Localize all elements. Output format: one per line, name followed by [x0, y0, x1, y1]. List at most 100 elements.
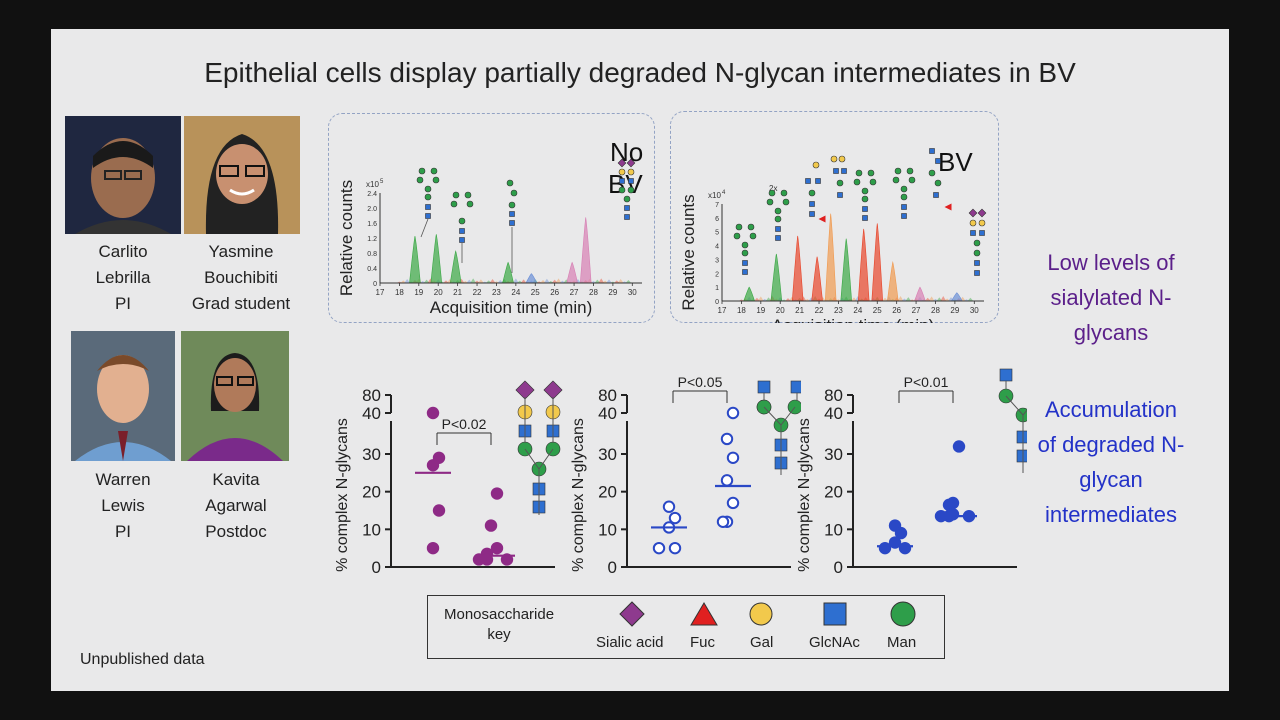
man-icon — [416, 176, 424, 184]
x-tick-label: 23 — [834, 306, 843, 315]
person-first-name: Carlito — [98, 242, 148, 261]
chromatogram-noise — [551, 279, 558, 283]
x-tick-label: 30 — [970, 306, 979, 315]
data-point — [952, 440, 966, 453]
chromatogram-noise — [474, 280, 480, 283]
glycan-bond — [524, 448, 540, 470]
x-tick-label: 24 — [853, 306, 862, 315]
p-value-label: P<0.05 — [678, 374, 723, 390]
x-tick-label: 19 — [756, 306, 765, 315]
x-tick-label: 25 — [531, 288, 540, 297]
chromatogram-noise — [897, 296, 904, 301]
chromatogram-peak — [430, 234, 443, 284]
side-text-line: sialylated N- — [1050, 285, 1172, 310]
gal-icon — [838, 155, 846, 163]
man-icon — [973, 249, 981, 257]
y-tick-label: 3 — [715, 257, 719, 264]
chromatogram-noise — [555, 278, 562, 283]
data-point — [500, 553, 514, 566]
chromatogram-peak — [824, 213, 837, 302]
sialic-acid-icon — [617, 158, 627, 168]
chromatogram-noise — [497, 280, 504, 283]
man-icon — [768, 189, 776, 197]
y-tick-label: 10 — [362, 520, 381, 539]
chromatogram-noise — [547, 280, 554, 283]
x-tick-label: 21 — [453, 288, 462, 297]
gal-icon — [978, 219, 986, 227]
y-exponent-label: x10 — [708, 191, 721, 200]
person-first-name: Kavita — [212, 470, 260, 489]
man-icon — [766, 198, 774, 206]
x-tick-label: 18 — [737, 306, 746, 315]
x-tick-label: 20 — [434, 288, 443, 297]
sialic-acid-icon — [977, 208, 987, 218]
glcnac-icon — [974, 270, 980, 276]
glcnac-icon — [935, 158, 941, 164]
chromatogram-noise — [419, 280, 426, 283]
glcnac-icon — [459, 228, 465, 234]
chromatogram-noise — [520, 279, 527, 283]
glcnac-icon — [509, 220, 515, 226]
chromatogram-nobv: 17 18 19 20 21 22 23 24 25 26 27 28 29 30 0 0.4 0.8 1.2 1.… — [337, 137, 643, 317]
gal-icon — [812, 161, 820, 169]
data-point — [472, 553, 486, 566]
chromatogram-peak — [525, 273, 538, 284]
glcnac-icon — [805, 178, 811, 184]
x-tick-label: 17 — [376, 288, 385, 297]
glcnac-icon — [509, 211, 515, 217]
chromatogram-noise — [466, 279, 473, 283]
man-icon — [458, 217, 466, 225]
man-icon — [900, 185, 908, 193]
key-title-line: Monosaccharide — [444, 606, 555, 623]
man-icon — [466, 200, 474, 208]
side-text-line: glycans — [1073, 320, 1149, 345]
chromatogram-noise — [423, 279, 430, 283]
panel-bv-chromatogram — [670, 111, 999, 323]
side-text-degraded: Accumulation of degraded N- glycan inter… — [1001, 392, 1221, 532]
y-tick-label: 1 — [715, 285, 719, 292]
chromatogram-noise — [765, 297, 772, 301]
man-icon — [867, 169, 875, 177]
data-point — [652, 541, 666, 555]
photo-kavita — [181, 331, 289, 461]
chromatogram-peak — [743, 286, 756, 302]
x-tick-label: 25 — [873, 306, 882, 315]
y-tick-label: 4 — [715, 244, 719, 251]
glcnac-icon — [459, 237, 465, 243]
sialic-acid-icon — [968, 208, 978, 218]
chromatogram-noise — [540, 280, 546, 283]
x-tick-label: 29 — [608, 288, 617, 297]
person-last-name: Lebrilla — [95, 268, 151, 287]
chromatogram-noise — [443, 280, 449, 283]
chromatogram-noise — [901, 298, 908, 301]
man-icon — [741, 249, 749, 257]
side-text-line: glycan — [1079, 467, 1143, 492]
panel-label: BV — [608, 169, 643, 199]
glcnac-icon — [809, 211, 815, 217]
data-point — [662, 500, 676, 513]
y-exponent-power: 5 — [380, 179, 384, 185]
data-point — [490, 487, 504, 500]
chromatogram-noise — [928, 296, 935, 301]
y-tick-label: 10 — [824, 520, 843, 539]
data-point — [720, 432, 734, 446]
person-role: PI — [114, 294, 132, 313]
y-tick-label: 0 — [715, 299, 719, 306]
y-tick-label: 80 — [598, 386, 617, 405]
chromatogram-noise — [804, 298, 811, 301]
chromatogram-noise — [754, 297, 760, 301]
man-icon — [627, 186, 635, 194]
chromatogram-peak — [871, 223, 884, 302]
chromatogram-peak — [840, 238, 852, 302]
man-icon — [900, 193, 908, 201]
glcnac-icon — [970, 230, 976, 236]
chromatogram-noise — [512, 278, 519, 283]
man-icon — [450, 200, 458, 208]
man-icon — [861, 187, 869, 195]
data-point — [878, 541, 892, 555]
data-point — [484, 519, 498, 532]
y-tick-label: 6 — [715, 216, 719, 223]
